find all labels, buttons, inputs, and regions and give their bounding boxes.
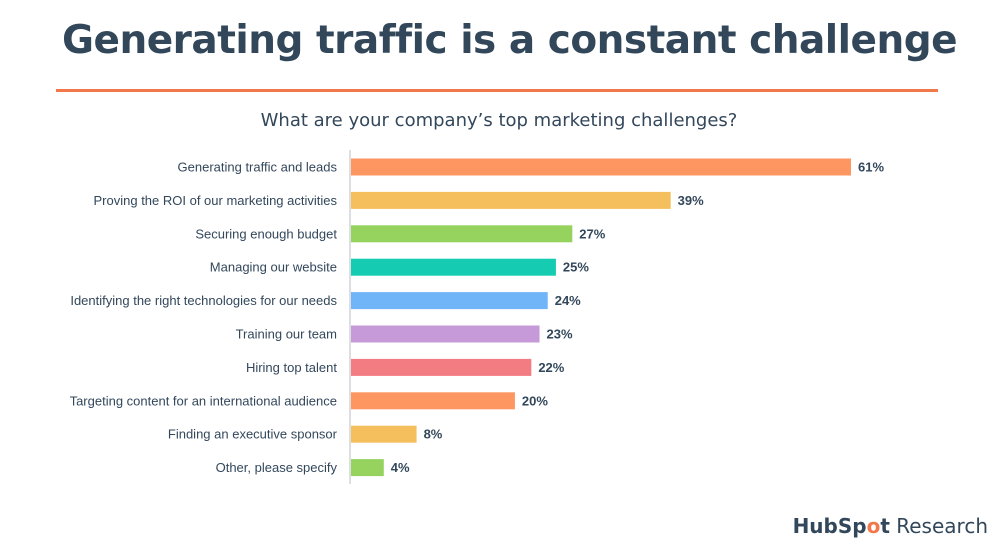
brand-t: t — [880, 514, 890, 538]
category-label: Proving the ROI of our marketing activit… — [94, 193, 338, 208]
category-label: Hiring top talent — [246, 360, 337, 375]
category-label: Generating traffic and leads — [178, 160, 338, 175]
category-label: Training our team — [236, 327, 337, 342]
page-title: Generating traffic is a constant challen… — [62, 18, 958, 63]
title-divider — [56, 89, 938, 92]
bar — [351, 425, 417, 443]
bar — [351, 191, 671, 209]
hubspot-research-logo: HubSpot Research — [793, 514, 988, 538]
bar — [351, 258, 556, 276]
chart-title: What are your company’s top marketing ch… — [260, 110, 738, 131]
category-label: Other, please specify — [216, 460, 338, 475]
category-label: Identifying the right technologies for o… — [70, 293, 337, 308]
bar — [351, 459, 384, 477]
category-label: Finding an executive sponsor — [168, 427, 338, 442]
brand-hub: HubSp — [792, 514, 867, 538]
category-label: Managing our website — [210, 260, 337, 275]
data-label: 23% — [547, 327, 573, 342]
bar — [351, 292, 548, 310]
data-label: 27% — [579, 226, 605, 241]
bar — [351, 158, 851, 176]
data-label: 20% — [522, 393, 548, 408]
brand-o: o — [866, 514, 881, 538]
data-label: 39% — [678, 193, 704, 208]
data-label: 25% — [563, 260, 589, 275]
data-label: 24% — [555, 293, 581, 308]
bar — [351, 358, 532, 376]
category-label: Securing enough budget — [195, 226, 337, 241]
bar — [351, 392, 515, 410]
data-label: 61% — [858, 160, 884, 175]
data-label: 4% — [391, 460, 410, 475]
data-label: 8% — [424, 427, 443, 442]
brand-research: Research — [896, 514, 988, 538]
data-label: 22% — [538, 360, 564, 375]
bar — [351, 225, 573, 243]
bar — [351, 325, 540, 343]
category-label: Targeting content for an international a… — [70, 393, 337, 408]
